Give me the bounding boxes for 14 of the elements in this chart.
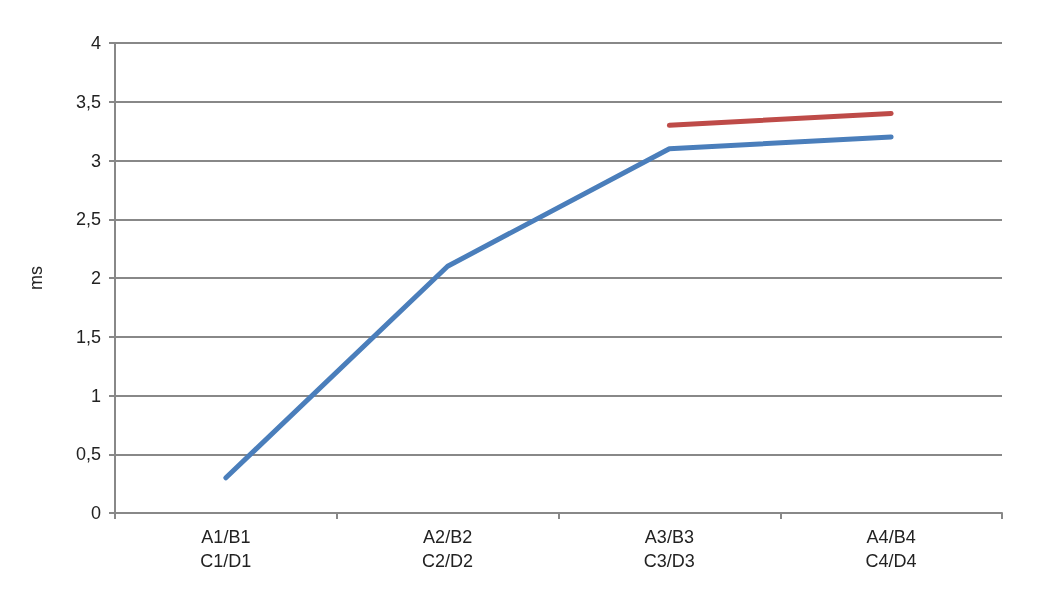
y-tick-label: 2	[90, 268, 101, 288]
y-tick-label: 0,5	[75, 444, 101, 465]
y-tick-label: 2,5	[75, 209, 101, 230]
y-tick-label: 4	[90, 33, 101, 53]
x-tick-label: A3/B3 C3/D3	[643, 527, 695, 571]
y-tick-label: 1	[90, 385, 101, 406]
y-tick-label: 3,5	[75, 91, 101, 112]
y-tick-label: 0	[90, 503, 101, 523]
x-tick-label: A1/B1 C1/D1	[200, 527, 252, 571]
y-tick-label: 1,5	[75, 326, 101, 347]
y-axis-title: ms	[26, 266, 46, 290]
x-tick-label: A2/B2 C2/D2	[422, 527, 474, 571]
x-tick-label: A4/B4 C4/D4	[865, 527, 917, 571]
y-tick-label: 3	[90, 150, 101, 171]
